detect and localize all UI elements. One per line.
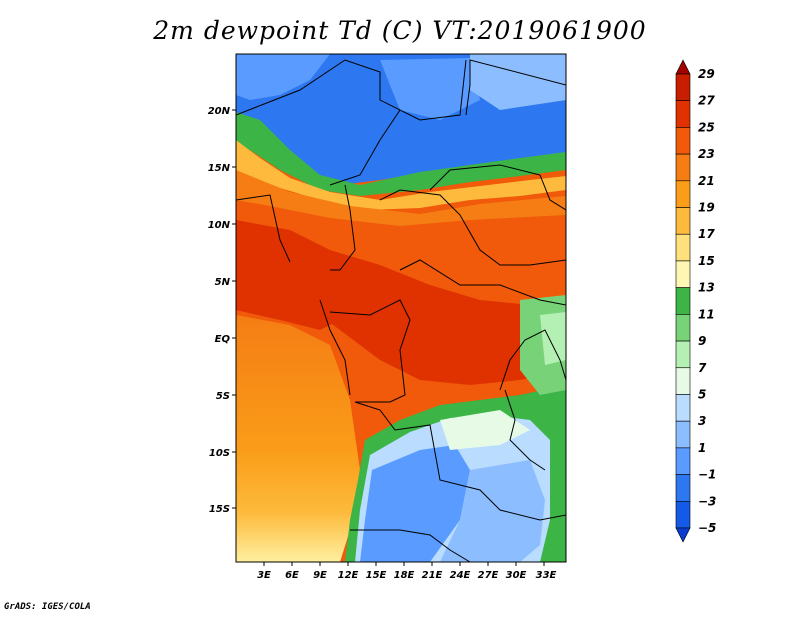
colorbar-label: 15 [698,254,715,268]
border-line [465,59,566,116]
colorbar-label: −1 [698,468,716,482]
field-kenya-pale-green [540,312,566,365]
border-line [236,194,291,263]
colorbar-label: 7 [698,361,707,375]
colorbar-swatch [675,474,691,502]
colorbar-swatch [675,500,691,529]
lon-label: 18E [394,570,415,581]
colorbar-label: 17 [698,227,715,241]
map-frame [235,53,567,563]
colorbar-label: 19 [698,201,715,215]
colorbar-swatch [675,207,691,235]
lat-label: EQ [215,334,231,345]
colorbar-label: 1 [698,441,706,455]
field-nw-light-blue [236,54,330,100]
colorbar-swatch [675,153,691,182]
colorbar-label: 21 [698,174,715,188]
credit-text: GrADS: IGES/COLA [4,602,91,612]
lon-label: 6E [285,570,299,581]
border-line [350,529,471,562]
colorbar-label: 3 [698,414,706,428]
lon-label: 3E [257,570,271,581]
colorbar-top-arrow [675,59,691,75]
field-zambia-blue [440,460,545,562]
field-drc-south-pale [440,410,530,450]
lat-label: 5S [216,391,230,402]
colorbar-label: 11 [698,307,715,321]
field-ne-pale-blue [470,54,566,110]
colorbar-swatch [675,180,691,208]
lat-label: 5N [215,277,231,288]
border-line [354,401,566,521]
country-borders [236,59,566,562]
border-line [504,389,546,471]
lat-label: 10S [209,448,230,459]
colorbar-swatch [675,127,691,155]
field-sahel-orange [236,170,566,226]
colorbar-label: 23 [698,147,715,161]
colorbar-swatch [675,447,691,475]
lon-labels: 3E 6E 9E 12E 15E 18E 21E 24E 27E 30E 33E [257,570,556,581]
lon-label: 9E [313,570,327,581]
colorbar-label: 29 [698,67,715,81]
border-line [329,299,411,403]
lon-label: 12E [338,570,359,581]
border-line [429,164,566,211]
field-sahel-green [236,112,566,196]
colorbar-swatch [675,233,691,262]
lon-label: 21E [422,570,443,581]
lat-label: 10N [208,220,231,231]
dewpoint-field [236,54,566,562]
colorbar-swatch [675,367,691,395]
colorbar-swatch [675,394,691,422]
border-line [330,184,356,271]
colorbar-label: 25 [698,120,715,134]
chart-title: 2m dewpoint Td (C) VT:2019061900 [153,16,647,45]
colorbar-swatch [675,340,691,369]
lat-label: 15N [208,163,231,174]
field-atlantic [236,315,360,562]
colorbar-swatch [675,100,691,128]
colorbar-label: 9 [698,334,706,348]
colorbar: 29 27 25 23 21 19 17 15 13 11 9 7 5 3 1 −1 −3 −5 [675,59,716,543]
border-line [329,109,401,186]
lat-label: 20N [208,106,231,117]
lon-label: 15E [366,570,387,581]
field-angola-blue [360,445,470,562]
colorbar-swatch [675,73,691,102]
colorbar-swatch [675,314,691,342]
lon-label: 30E [506,570,527,581]
colorbar-swatch [675,260,691,288]
lon-label: 33E [536,570,557,581]
lon-label: 27E [478,570,499,581]
colorbar-bottom-arrow [675,527,691,543]
border-line [319,299,351,396]
colorbar-label: 5 [698,387,706,401]
field-gulf-red [236,265,340,330]
lon-tick-marks [263,562,545,566]
lat-tick-marks [232,109,236,509]
lon-label: 24E [450,570,471,581]
colorbar-swatch [675,287,691,315]
colorbar-swatch [675,420,691,449]
colorbar-label: 13 [698,281,715,295]
border-line [236,59,467,121]
border-line [499,329,566,391]
colorbar-label: 27 [698,94,715,108]
colorbar-label: −5 [698,521,716,535]
colorbar-label: −3 [698,494,716,508]
border-line [379,189,566,266]
lat-label: 15S [209,504,230,515]
field-central-light-blue [380,58,480,120]
lat-labels: 20N 15N 10N 5N EQ 5S 10S 15S [208,106,231,515]
border-line [399,259,566,306]
field-sahel-yellow [236,140,566,210]
